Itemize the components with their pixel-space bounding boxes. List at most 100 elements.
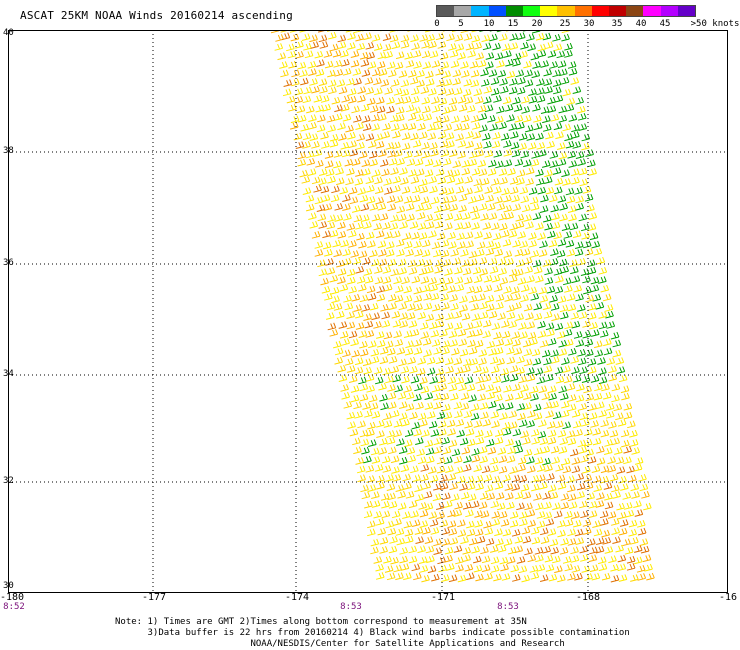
wind-barb — [558, 151, 568, 160]
wind-barb — [602, 537, 612, 545]
wind-barb — [366, 51, 375, 60]
wind-barb — [508, 275, 518, 283]
wind-barb — [496, 60, 505, 68]
wind-barb — [399, 320, 409, 328]
wind-barb — [395, 572, 404, 581]
wind-barb — [591, 465, 601, 473]
wind-barb — [358, 330, 368, 338]
wind-barb — [488, 212, 498, 221]
wind-barb — [403, 482, 412, 490]
wind-barb — [628, 528, 637, 537]
wind-barb — [426, 357, 436, 365]
wind-barb — [481, 564, 491, 573]
wind-barb — [434, 258, 444, 267]
wind-barb — [521, 204, 531, 213]
wind-barb — [438, 383, 448, 391]
wind-barb — [340, 239, 349, 248]
wind-barb — [571, 176, 580, 185]
wind-barb — [508, 410, 518, 419]
wind-barb — [359, 348, 369, 357]
wind-barb — [423, 259, 433, 267]
wind-barb — [355, 310, 364, 319]
wind-barb — [523, 60, 532, 69]
wind-barb — [468, 151, 478, 159]
wind-barb — [512, 574, 521, 582]
wind-barb — [501, 230, 510, 238]
wind-barb — [414, 383, 423, 392]
wind-barb — [379, 213, 389, 221]
wind-barb — [465, 428, 475, 436]
wind-barb — [340, 103, 350, 112]
wind-barb — [473, 88, 483, 97]
wind-barb — [367, 61, 377, 69]
wind-barb — [373, 222, 382, 231]
wind-barb — [425, 545, 435, 554]
wind-barb — [474, 339, 484, 348]
wind-barb — [372, 169, 381, 177]
wind-barb — [478, 357, 487, 366]
wind-barb — [499, 78, 508, 86]
wind-barb — [423, 203, 432, 211]
wind-barb — [615, 412, 624, 421]
wind-barb — [433, 401, 442, 410]
wind-barb — [422, 337, 432, 346]
wind-barb — [382, 33, 392, 41]
wind-barb — [431, 339, 441, 347]
wind-barb — [544, 86, 553, 94]
wind-barb — [361, 115, 371, 123]
wind-barb — [370, 546, 379, 555]
wind-barb — [421, 249, 431, 258]
wind-barb — [534, 456, 544, 465]
wind-barb — [418, 267, 428, 276]
wind-barb — [395, 96, 404, 105]
wind-barb — [305, 194, 315, 203]
wind-barb — [412, 139, 422, 148]
wind-barb — [561, 400, 570, 409]
wind-barb — [430, 292, 440, 301]
wind-barb — [470, 303, 480, 311]
wind-barb — [566, 249, 576, 257]
wind-barb — [544, 374, 554, 382]
wind-barb — [431, 303, 441, 312]
wind-barb — [331, 295, 340, 304]
wind-barb — [612, 491, 621, 499]
wind-barb — [288, 60, 297, 69]
wind-barb — [500, 367, 509, 376]
wind-barb — [390, 365, 400, 374]
wind-barb — [373, 43, 383, 51]
wind-barb — [509, 511, 519, 519]
wind-barb — [560, 410, 570, 418]
wind-barb — [577, 349, 586, 357]
wind-barb — [441, 527, 451, 535]
wind-barb — [386, 430, 395, 438]
wind-barb — [615, 357, 625, 365]
wind-barb — [341, 391, 350, 400]
wind-barb — [474, 519, 483, 528]
wind-barb — [320, 185, 330, 194]
wind-barb — [371, 500, 381, 508]
wind-barb — [480, 177, 490, 186]
lon-label: -180 — [0, 592, 25, 603]
wind-barb — [313, 149, 323, 157]
wind-barb — [434, 122, 443, 131]
wind-barb — [329, 133, 339, 142]
wind-barb — [461, 123, 470, 131]
wind-barb — [540, 536, 550, 544]
wind-barb — [552, 34, 561, 42]
wind-barb — [443, 78, 453, 87]
wind-barb — [526, 456, 535, 465]
legend-swatch — [677, 6, 696, 16]
wind-barb — [496, 502, 506, 511]
wind-barb — [547, 96, 556, 105]
wind-barb — [548, 392, 557, 401]
wind-barb — [547, 105, 557, 113]
wind-barb — [586, 492, 595, 501]
legend-swatch — [540, 6, 558, 16]
wind-barb — [381, 500, 390, 509]
wind-barb — [571, 511, 580, 520]
wind-barb — [438, 97, 448, 106]
wind-barb — [449, 50, 459, 58]
wind-barb — [533, 115, 542, 123]
wind-barb — [515, 313, 524, 321]
wind-barb — [449, 482, 458, 491]
